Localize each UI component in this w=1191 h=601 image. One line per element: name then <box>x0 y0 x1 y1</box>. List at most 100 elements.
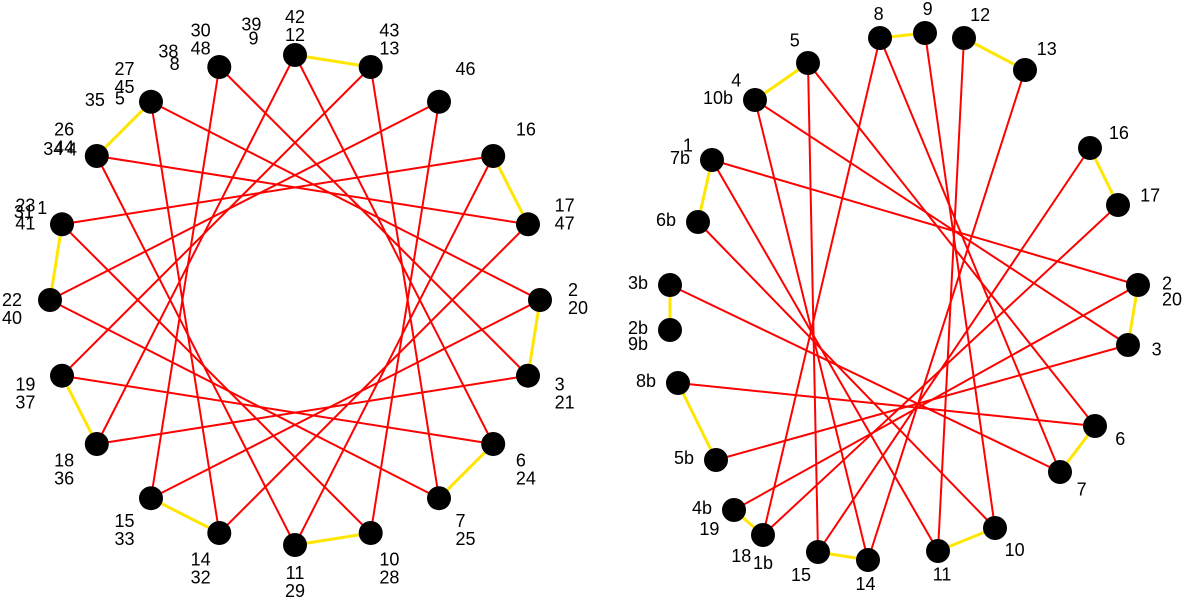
node-label: 40 <box>2 308 22 328</box>
graph-node <box>359 55 383 79</box>
graph-node <box>38 288 62 312</box>
node-label: 28 <box>379 568 399 588</box>
graph-node <box>700 148 724 172</box>
node-label: 13 <box>379 38 399 58</box>
node-label: 8b <box>636 371 656 391</box>
graph-node <box>868 26 892 50</box>
node-label: 7 <box>455 511 465 531</box>
node-label: 4 <box>67 140 77 160</box>
edge <box>868 70 1025 560</box>
graph-node <box>658 273 682 297</box>
graph-node <box>50 364 74 388</box>
graph-node <box>926 539 950 563</box>
graph-node <box>722 498 746 522</box>
edge <box>62 67 371 376</box>
node-label: 47 <box>555 214 575 234</box>
graph-node <box>85 432 109 456</box>
node-label: 16 <box>516 120 536 140</box>
graph-node <box>207 521 231 545</box>
node-label: 6 <box>516 450 526 470</box>
edge <box>712 160 1138 285</box>
graph-node <box>806 540 830 564</box>
node-label: 35 <box>85 90 105 110</box>
node-label: 2 <box>568 280 578 300</box>
node-label: 31 <box>14 202 34 222</box>
node-label: 11 <box>286 563 305 583</box>
node-label: 6 <box>1115 429 1125 449</box>
node-label: 7b <box>670 148 690 168</box>
graph-node <box>427 90 451 114</box>
graph-node <box>796 51 820 75</box>
graph-node <box>856 548 880 572</box>
node-label: 6b <box>656 210 676 230</box>
node-label: 10b <box>703 88 733 108</box>
graph-node <box>516 212 540 236</box>
graph-node <box>427 486 451 510</box>
node-label: 15 <box>791 565 811 585</box>
edge <box>716 345 1128 460</box>
graph-node <box>207 55 231 79</box>
node-label: 26 <box>54 120 74 140</box>
node-label: 30 <box>191 20 211 40</box>
node-label: 16 <box>1109 123 1129 143</box>
node-label: 12 <box>285 25 305 45</box>
node-label: 34 <box>43 139 63 159</box>
node-label: 5b <box>674 448 694 468</box>
graph-node <box>751 523 775 547</box>
node-label: 25 <box>455 529 475 549</box>
graph-node <box>139 486 163 510</box>
node-label: 9 <box>923 0 933 19</box>
graph-node <box>528 288 552 312</box>
graph-node <box>666 371 690 395</box>
node-label: 19 <box>15 374 35 394</box>
node-label: 48 <box>191 38 211 58</box>
node-label: 20 <box>568 298 588 318</box>
node-label: 32 <box>191 568 211 588</box>
node-label: 43 <box>379 20 399 40</box>
node-label: 13 <box>1037 39 1057 59</box>
graph-node <box>481 144 505 168</box>
graph-node <box>686 210 710 234</box>
graph-node <box>983 516 1007 540</box>
graph-node <box>481 432 505 456</box>
node-label: 5 <box>790 30 800 50</box>
node-label: 10 <box>379 550 399 570</box>
graph-node <box>139 90 163 114</box>
node-label: 14 <box>856 574 876 594</box>
node-label: 15 <box>115 511 135 531</box>
node-label: 17 <box>1140 186 1160 206</box>
node-label: 1b <box>753 553 773 573</box>
node-label: 10 <box>1005 540 1025 560</box>
node-label: 12 <box>970 5 990 25</box>
graph-node <box>913 21 937 45</box>
node-label: 4b <box>692 498 712 518</box>
graph-node <box>283 43 307 67</box>
graph-node <box>1106 193 1130 217</box>
node-label: 9b <box>628 334 648 354</box>
edge <box>698 222 995 528</box>
node-label: 7 <box>1077 479 1087 499</box>
graph-node <box>50 212 74 236</box>
graph-node <box>359 521 383 545</box>
node-label: 36 <box>54 468 74 488</box>
node-label: 37 <box>15 392 35 412</box>
node-label: 14 <box>191 550 211 570</box>
node-label: 9 <box>249 28 259 48</box>
node-label: 3b <box>628 273 648 293</box>
edge <box>712 160 938 551</box>
graph-node <box>952 26 976 50</box>
node-label: 5 <box>115 88 125 108</box>
graph-node <box>1126 273 1150 297</box>
node-label: 19 <box>699 519 719 539</box>
node-label: 18 <box>54 450 74 470</box>
node-label: 3 <box>555 374 565 394</box>
graph-node <box>516 364 540 388</box>
graph-node <box>1083 414 1107 438</box>
node-label: 8 <box>170 54 180 74</box>
node-label: 18 <box>731 546 751 566</box>
node-label: 24 <box>516 468 536 488</box>
node-label: 1 <box>37 198 47 218</box>
node-label: 27 <box>115 59 135 79</box>
node-label: 42 <box>285 7 305 27</box>
edge <box>219 67 528 376</box>
